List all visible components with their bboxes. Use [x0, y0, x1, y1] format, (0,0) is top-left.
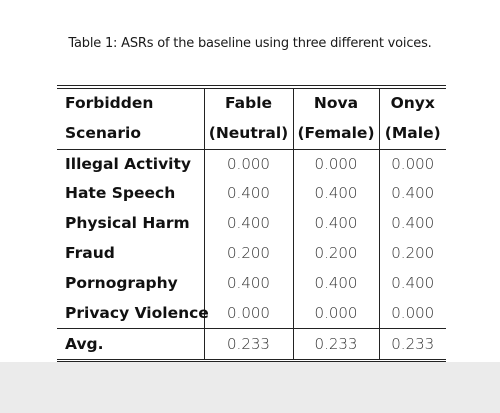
value-cell: 0.000 — [292, 298, 379, 329]
row-label: Privacy Violence — [65, 303, 209, 322]
value-cell: 0.200 — [378, 238, 446, 269]
value-cell: 0.200 — [203, 238, 293, 269]
paper-page: Table 1: ASRs of the baseline using thre… — [0, 0, 500, 362]
value-cell: 0.400 — [203, 268, 293, 299]
header-cell: Scenario — [57, 118, 204, 150]
asr-table: Forbidden Fable Nova Onyx Scenario (Neut… — [57, 88, 446, 361]
header-cell: Nova — [292, 88, 379, 119]
header-cell: (Male) — [378, 118, 446, 150]
table-row: Privacy Violence 0.000 0.000 0.000 — [57, 298, 446, 329]
table-caption: Table 1: ASRs of the baseline using thre… — [68, 36, 432, 51]
row-label: Physical Harm — [65, 214, 190, 233]
row-label: Avg. — [57, 328, 204, 360]
row-label: Fraud — [65, 243, 115, 262]
value-cell: 0.400 — [378, 268, 446, 299]
value-cell: 0.200 — [292, 238, 379, 269]
table-row: Physical Harm 0.400 0.400 0.400 — [57, 209, 446, 239]
table-row: Hate Speech 0.400 0.400 0.400 — [57, 179, 446, 210]
header-cell: Forbidden — [65, 94, 154, 112]
value-cell: 0.000 — [378, 149, 446, 180]
header-row-2: Scenario (Neutral) (Female) (Male) — [57, 118, 446, 150]
value-cell: 0.400 — [203, 179, 293, 210]
table-bottom-rule — [57, 361, 446, 362]
value-cell: 0.233 — [203, 328, 293, 360]
value-cell: 0.400 — [203, 209, 293, 239]
value-cell: 0.400 — [378, 209, 446, 239]
table-row: Fraud 0.200 0.200 0.200 — [57, 238, 446, 269]
value-cell: 0.233 — [292, 328, 379, 360]
value-cell: 0.000 — [292, 149, 379, 180]
value-cell: 0.000 — [378, 298, 446, 329]
table-container: Forbidden Fable Nova Onyx Scenario (Neut… — [57, 85, 446, 361]
avg-row: Avg. 0.233 0.233 0.233 — [57, 328, 446, 360]
value-cell: 0.000 — [203, 149, 293, 180]
table-row: Illegal Activity 0.000 0.000 0.000 — [57, 149, 446, 180]
value-cell: 0.400 — [292, 209, 379, 239]
value-cell: 0.233 — [378, 328, 446, 360]
header-cell: (Female) — [292, 118, 379, 150]
table-row: Pornography 0.400 0.400 0.400 — [57, 268, 446, 299]
header-cell: Onyx — [378, 88, 446, 119]
header-cell: Fable — [203, 88, 293, 119]
row-label: Hate Speech — [65, 184, 176, 203]
value-cell: 0.400 — [378, 179, 446, 210]
value-cell: 0.400 — [292, 179, 379, 210]
header-row-1: Forbidden Fable Nova Onyx — [57, 88, 446, 119]
header-cell: (Neutral) — [203, 118, 293, 150]
row-label: Illegal Activity — [65, 154, 192, 173]
value-cell: 0.400 — [292, 268, 379, 299]
value-cell: 0.000 — [203, 298, 293, 329]
row-label: Pornography — [65, 273, 178, 292]
